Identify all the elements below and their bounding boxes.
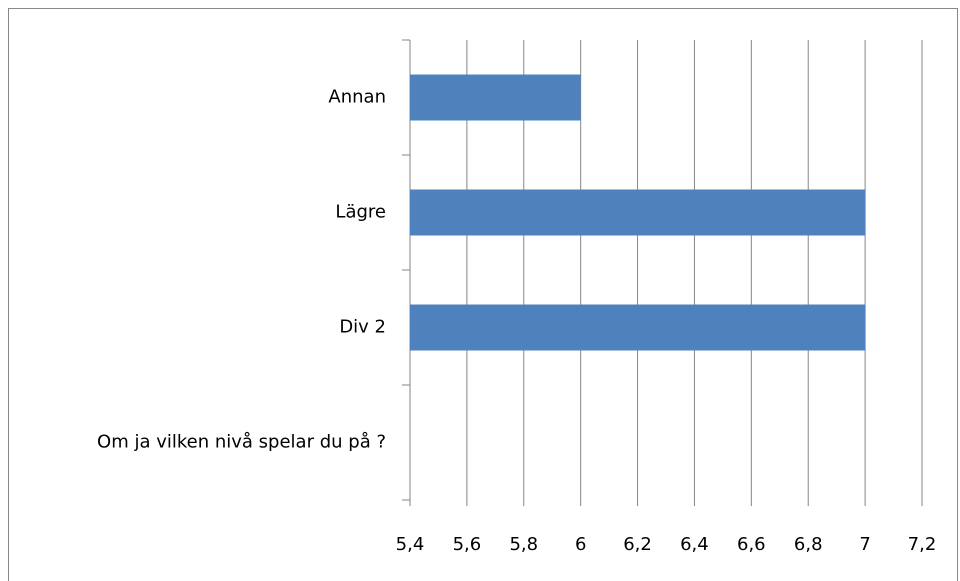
x-tick-label: 7,2 xyxy=(908,534,937,555)
x-tick-label: 6 xyxy=(575,534,586,555)
x-tick-label: 5,4 xyxy=(396,534,425,555)
y-tick-label: Annan xyxy=(328,87,386,108)
x-tick-label: 7 xyxy=(859,534,870,555)
bar xyxy=(410,304,866,351)
bar xyxy=(410,189,866,236)
y-tick-label: Lägre xyxy=(335,202,386,223)
bar xyxy=(410,74,581,121)
x-tick-label: 5,6 xyxy=(453,534,482,555)
x-tick-label: 6,6 xyxy=(737,534,766,555)
x-tick-label: 5,8 xyxy=(509,534,538,555)
y-tick-label: Om ja vilken nivå spelar du på ? xyxy=(97,432,386,453)
x-tick-label: 6,2 xyxy=(623,534,652,555)
y-tick-label: Div 2 xyxy=(339,317,386,338)
x-tick-label: 6,4 xyxy=(680,534,709,555)
x-tick-label: 6,8 xyxy=(794,534,823,555)
